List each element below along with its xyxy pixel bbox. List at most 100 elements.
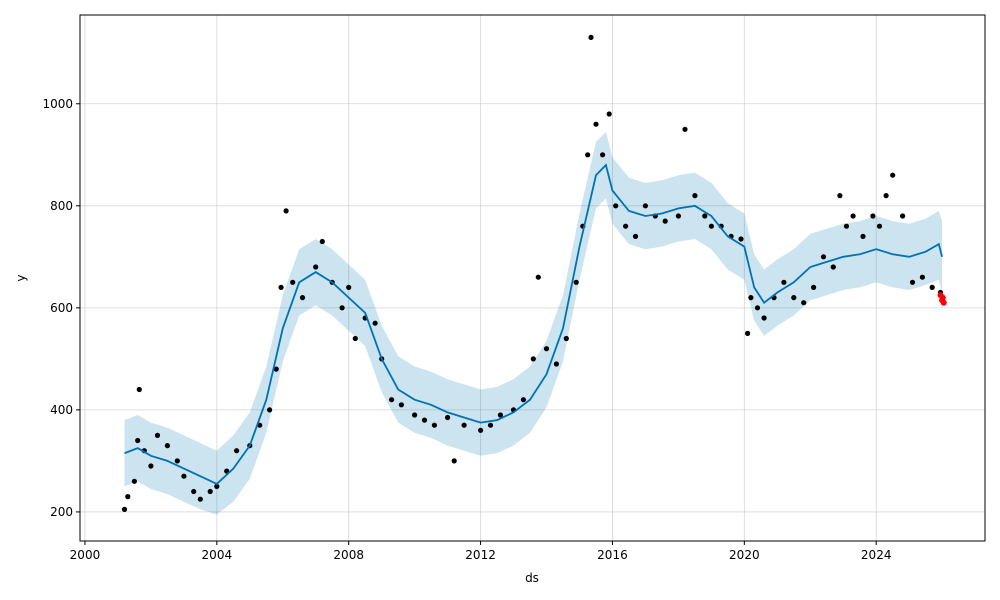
observed-point	[883, 193, 889, 199]
observed-point	[431, 422, 437, 428]
observed-point	[754, 305, 761, 311]
observed-point	[662, 218, 668, 224]
observed-point	[278, 284, 284, 290]
y-tick-label: 600	[50, 301, 73, 315]
observed-point	[191, 488, 197, 495]
forecast-line-group	[124, 163, 943, 485]
x-tick-label: 2000	[70, 548, 101, 562]
y-tick-label: 400	[50, 403, 73, 417]
observed-point	[267, 407, 273, 413]
observed-point	[837, 193, 843, 199]
observed-point	[154, 432, 161, 438]
observed-point	[801, 300, 807, 306]
grid-lines	[80, 15, 985, 541]
observed-point	[900, 213, 906, 219]
observed-point	[164, 443, 170, 449]
observed-point	[692, 193, 698, 199]
observed-point	[207, 488, 213, 495]
observed-point	[563, 335, 569, 342]
observed-point	[745, 330, 751, 336]
observed-point	[675, 213, 682, 219]
observed-point	[870, 213, 876, 219]
observed-point	[702, 213, 708, 219]
observed-point	[929, 284, 935, 290]
observed-point	[234, 448, 240, 454]
observed-point	[850, 213, 856, 219]
observed-point	[738, 236, 744, 242]
observed-point	[148, 463, 154, 469]
observed-point	[121, 506, 128, 512]
observed-point	[811, 284, 817, 290]
observed-point	[136, 386, 142, 393]
observed-point	[273, 366, 279, 372]
observed-point	[682, 126, 688, 132]
observed-point	[791, 295, 797, 301]
observed-point	[606, 111, 612, 117]
observed-point	[174, 458, 180, 464]
observed-point	[352, 335, 358, 342]
observed-point	[197, 496, 203, 502]
observed-point	[781, 279, 787, 285]
x-tick-label: 2016	[597, 548, 628, 562]
observed-point	[909, 279, 916, 285]
observed-point	[642, 203, 649, 209]
future-points	[937, 292, 947, 306]
observed-point	[346, 284, 352, 290]
observed-point	[135, 437, 141, 444]
observed-point	[748, 295, 754, 301]
observed-point	[372, 320, 378, 326]
x-tick-label: 2008	[333, 548, 364, 562]
observed-point	[543, 346, 550, 352]
observed-point	[890, 172, 896, 178]
observed-point	[820, 254, 827, 260]
x-tick-label: 2020	[729, 548, 760, 562]
uncertainty-interval	[124, 131, 943, 515]
observed-point	[830, 264, 836, 270]
observed-point	[131, 478, 137, 484]
observed-point	[487, 422, 494, 428]
observed-point	[585, 152, 591, 158]
observed-point	[535, 274, 541, 280]
y-tick-label: 800	[50, 199, 73, 213]
observed-point	[398, 402, 404, 408]
x-tick-label: 2004	[202, 548, 233, 562]
observed-point	[613, 203, 619, 209]
observed-point	[445, 414, 451, 421]
observed-point	[593, 121, 599, 127]
future-point	[940, 299, 947, 306]
forecast-line	[124, 163, 943, 485]
observed-point	[553, 361, 560, 367]
observed-point	[421, 417, 428, 423]
observed-point	[573, 279, 579, 285]
observed-point	[299, 295, 306, 301]
observed-point	[319, 238, 325, 245]
observed-point	[283, 208, 289, 214]
observed-point	[451, 458, 457, 464]
observed-point	[843, 223, 850, 229]
observed-point	[860, 233, 866, 239]
observed-point	[497, 412, 503, 418]
observed-point	[520, 397, 527, 403]
y-tick-label: 200	[50, 505, 73, 519]
observed-point	[339, 305, 345, 311]
observed-point	[530, 356, 536, 362]
observed-point	[588, 34, 594, 41]
observed-point	[632, 233, 639, 239]
observed-point	[623, 223, 629, 229]
x-tick-label: 2012	[465, 548, 496, 562]
future-point	[939, 294, 946, 301]
observed-point	[461, 422, 467, 428]
y-axis-label: y	[14, 274, 28, 281]
observed-point	[761, 315, 767, 321]
observed-point	[478, 427, 484, 433]
observed-point	[708, 223, 715, 229]
uncertainty-band	[124, 131, 943, 515]
observed-point	[876, 223, 883, 229]
y-tick-label: 1000	[42, 97, 73, 111]
observed-point	[412, 412, 418, 418]
y-axis-ticks: 200 400 600 800 1000	[42, 97, 80, 519]
observed-point	[125, 494, 131, 500]
observed-point	[290, 279, 296, 285]
